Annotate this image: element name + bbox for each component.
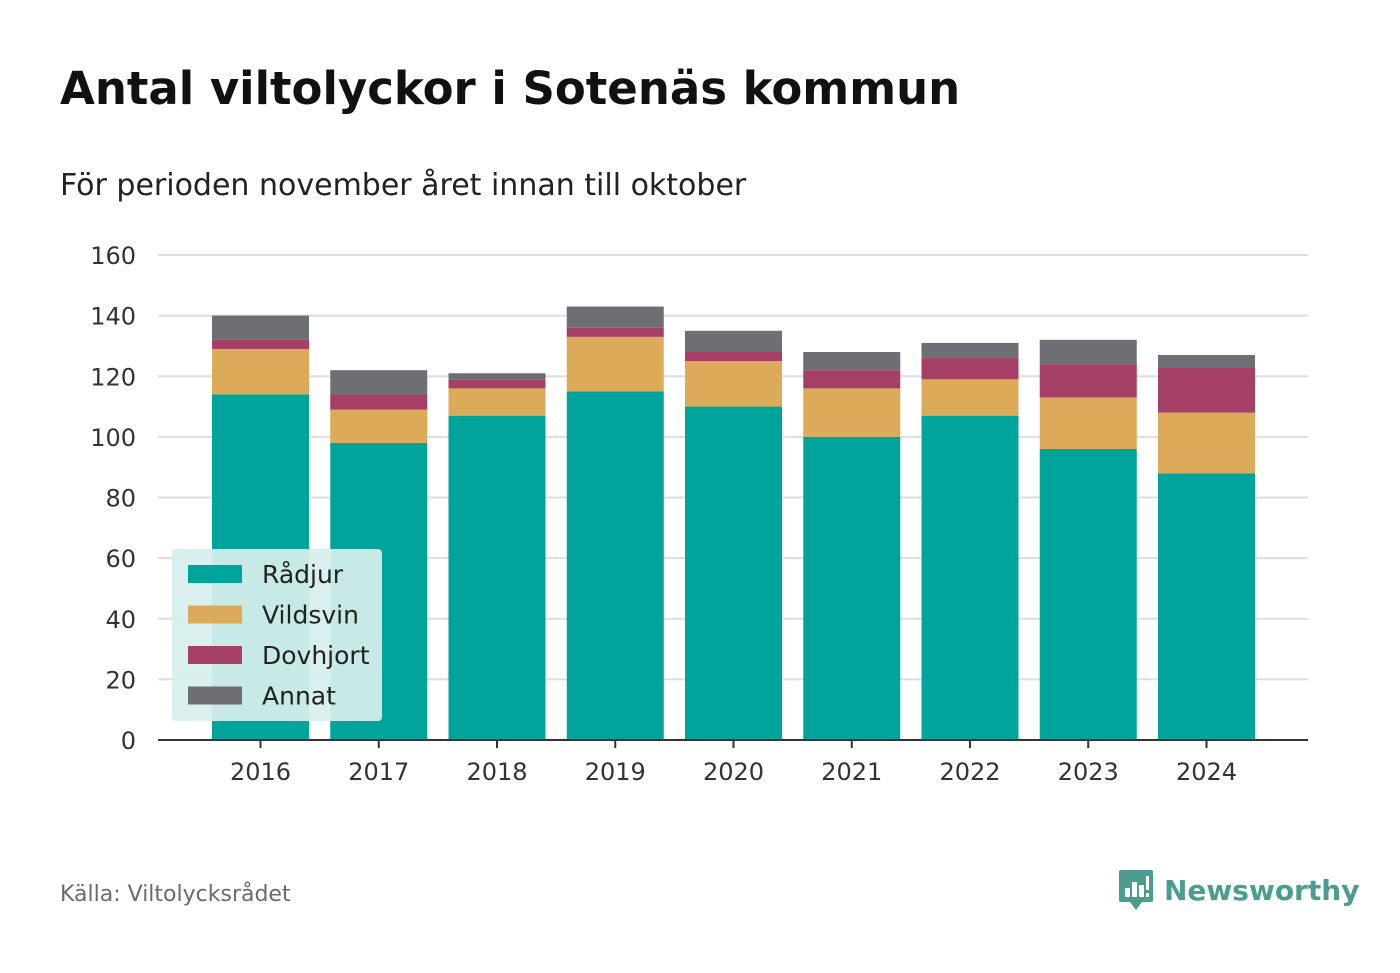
bar-group-2019 <box>566 306 664 740</box>
brand-logo: Newsworthy <box>1118 868 1359 912</box>
legend-label-vildsvin: Vildsvin <box>262 601 359 630</box>
bar-segment-rådjur-2024 <box>1158 473 1255 740</box>
x-tick-label: 2023 <box>1058 758 1119 786</box>
y-tick-label: 100 <box>90 424 136 452</box>
bar-segment-annat-2018 <box>448 373 546 380</box>
bar-segment-annat-2016 <box>212 315 309 340</box>
bar-group-2022 <box>921 342 1019 740</box>
y-tick-label: 140 <box>90 303 136 331</box>
chart-title: Antal viltolyckor i Sotenäs kommun <box>60 62 961 115</box>
x-tick-label: 2017 <box>348 758 409 786</box>
y-tick-label: 40 <box>105 606 136 634</box>
x-tick-label: 2021 <box>821 758 882 786</box>
bar-segment-annat-2017 <box>330 370 428 395</box>
x-tick-label: 2020 <box>703 758 764 786</box>
chart-subtitle: För perioden november året innan till ok… <box>60 168 747 203</box>
legend-swatch-dovhjort <box>188 646 242 664</box>
source-note: Källa: Viltolycksrådet <box>60 882 291 907</box>
bar-group-2024 <box>1158 355 1255 740</box>
bar-segment-dovhjort-2018 <box>448 379 546 389</box>
x-tick-label: 2019 <box>585 758 646 786</box>
legend: Rådjur Vildsvin Dovhjort Annat <box>172 549 382 721</box>
legend-box <box>172 549 382 721</box>
bar-segment-rådjur-2020 <box>685 406 782 740</box>
legend-label-rådjur: Rådjur <box>262 560 344 589</box>
bar-segment-vildsvin-2022 <box>921 379 1019 416</box>
bar-segment-rådjur-2023 <box>1039 449 1137 740</box>
x-axis: 2016 2017 2018 2019 2020 2021 2022 2023 2024 <box>158 739 1308 786</box>
bar-segment-vildsvin-2023 <box>1039 397 1137 449</box>
bar-segment-rådjur-2021 <box>803 436 901 740</box>
bar-segment-vildsvin-2017 <box>330 409 428 443</box>
y-tick-label: 120 <box>90 363 136 391</box>
bar-segment-annat-2020 <box>685 330 782 352</box>
x-tick-label: 2022 <box>939 758 1000 786</box>
bar-segment-vildsvin-2024 <box>1158 412 1255 474</box>
bar-segment-annat-2023 <box>1039 339 1137 365</box>
bar-segment-vildsvin-2016 <box>212 348 309 395</box>
bar-segment-dovhjort-2017 <box>330 394 428 410</box>
bar-group-2023 <box>1039 339 1137 740</box>
legend-swatch-vildsvin <box>188 605 242 624</box>
legend-swatch-annat <box>188 686 242 705</box>
y-axis: 0 20 40 60 80 100 120 140 160 <box>90 242 136 755</box>
bar-segment-annat-2022 <box>921 342 1019 359</box>
bar-segment-dovhjort-2016 <box>212 339 309 349</box>
x-tick-label: 2018 <box>466 758 527 786</box>
y-tick-label: 20 <box>105 666 136 694</box>
bar-segment-annat-2019 <box>566 306 664 328</box>
bar-segment-dovhjort-2022 <box>921 358 1019 380</box>
bar-group-2018 <box>448 373 546 740</box>
bar-segment-vildsvin-2018 <box>448 388 546 416</box>
legend-swatch-rådjur <box>188 565 242 583</box>
bar-segment-dovhjort-2024 <box>1158 367 1255 413</box>
bar-segment-rådjur-2022 <box>921 415 1019 740</box>
legend-label-dovhjort: Dovhjort <box>262 641 370 670</box>
x-tick-label: 2024 <box>1176 758 1237 786</box>
bar-segment-dovhjort-2019 <box>566 327 664 337</box>
bar-segment-vildsvin-2021 <box>803 388 901 437</box>
y-tick-label: 60 <box>105 545 136 573</box>
bars <box>212 306 1255 740</box>
bar-segment-rådjur-2018 <box>448 415 546 740</box>
legend-label-annat: Annat <box>262 682 336 711</box>
brand-name: Newsworthy <box>1164 873 1360 907</box>
bar-group-2021 <box>803 352 901 740</box>
bar-segment-rådjur-2019 <box>566 391 664 740</box>
bar-segment-annat-2021 <box>803 352 901 371</box>
y-tick-label: 0 <box>121 727 136 755</box>
bar-group-2020 <box>685 330 782 740</box>
bar-segment-annat-2024 <box>1158 355 1255 368</box>
y-tick-label: 80 <box>105 485 136 513</box>
x-tick-label: 2016 <box>230 758 291 786</box>
bar-segment-vildsvin-2020 <box>685 361 782 407</box>
newsworthy-logo-icon <box>1119 870 1153 910</box>
bar-segment-dovhjort-2023 <box>1039 364 1137 398</box>
bar-segment-dovhjort-2021 <box>803 370 901 389</box>
y-tick-label: 160 <box>90 242 136 270</box>
bar-segment-vildsvin-2019 <box>566 336 664 392</box>
bar-segment-dovhjort-2020 <box>685 352 782 362</box>
